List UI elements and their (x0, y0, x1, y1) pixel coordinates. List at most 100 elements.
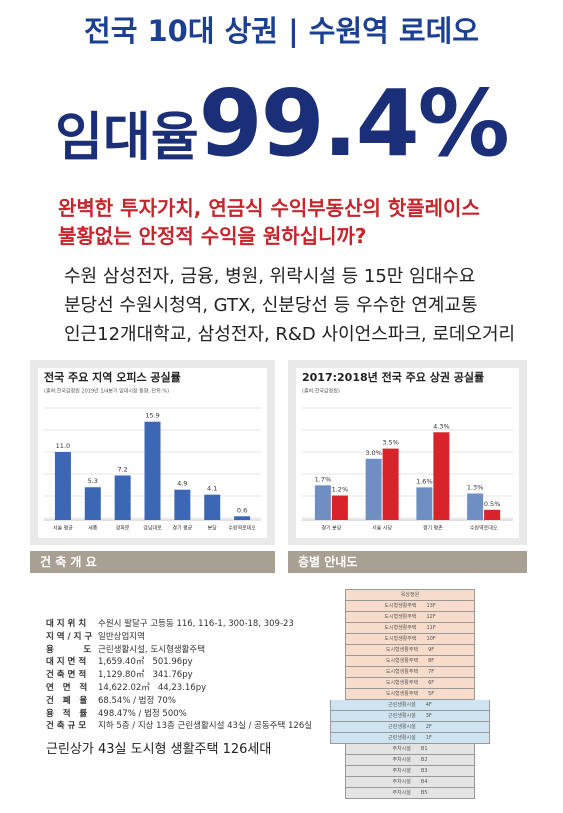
value-label: 1.7% (315, 475, 332, 483)
floor-use: 도시형생활주택 (384, 625, 417, 631)
spec-row: 연 면 적 14,622.02㎡ 44,23.16py (46, 682, 312, 695)
pitch-line: 수원 삼성전자, 금융, 병원, 위락시설 등 15만 임대수요 (64, 266, 476, 287)
spec-value: 498.47% / 법정 500% (98, 708, 187, 719)
floor-use: 주차시설 (392, 746, 411, 752)
bar (84, 487, 101, 520)
floor-row: 근린생활시설 2F (330, 722, 490, 733)
spec-label: 건 축 규 모 (46, 721, 87, 732)
floor-level: 4F (425, 702, 432, 708)
spec-value: 1,659.40㎡ 501.96py (98, 657, 193, 668)
x-tick-label: 경기 평촌 (423, 525, 443, 532)
value-label: 1.3% (467, 483, 484, 491)
floor-use: 주차시설 (392, 757, 411, 763)
spec-row: 용 적 률 498.47% / 법정 500% (46, 708, 312, 721)
floor-level: 8F (428, 658, 435, 664)
spec-label: 지 역 / 지 구 (46, 631, 93, 642)
floor-use: 도시형생활주택 (385, 647, 419, 653)
floor-use: 근린생활시설 (388, 713, 416, 719)
spec-row: 건 폐 율 68.54% / 법정 70% (46, 695, 312, 708)
floor-row: 주차시설 B4 (345, 777, 475, 788)
floor-row: 도시형생활주택 12F (345, 612, 475, 623)
floor-level: 3F (425, 713, 432, 719)
floor-row: 주차시설 B3 (345, 766, 475, 777)
x-tick-label: 분당 (208, 525, 218, 532)
floor-level: B1 (420, 746, 428, 752)
floor-top: 옥상정원 (345, 589, 475, 601)
floor-row: 도시형생활주택 5F (345, 689, 475, 700)
spec-row: 건 축 규 모 지하 5층 / 지상 13층 근린생활시설 43실 / 공동주택 … (46, 720, 312, 733)
floor-use: 주차시설 (392, 779, 411, 785)
value-label: 4.3% (433, 422, 450, 430)
x-tick-label: 광화문 (116, 525, 130, 532)
floor-use: 근린생활시설 (388, 724, 416, 730)
floor-level: B3 (420, 768, 428, 774)
floor-row: 근린생활시설 3F (330, 711, 490, 722)
floor-level: 7F (428, 669, 435, 675)
x-tick-label: 경기 평균 (172, 525, 192, 532)
bar (114, 475, 131, 520)
floor-level: 9F (428, 647, 435, 653)
bar (433, 432, 450, 520)
value-label: 3.5% (382, 439, 399, 447)
floor-row: 주차시설 B1 (345, 744, 475, 755)
bar (331, 495, 348, 520)
spec-row: 건 축 면 적 1,129.80㎡ 341.76py (46, 669, 312, 682)
floor-level: 12F (426, 614, 436, 620)
bar (54, 452, 71, 520)
floor-row: 도시형생활주택 10F (345, 634, 475, 645)
floor-row: 근린생활시설 4F (330, 700, 490, 711)
spec-label: 용 적 률 (46, 708, 88, 719)
floor-level: 5F (428, 691, 435, 697)
bar (174, 489, 191, 520)
section-header: 층별 안내도 (288, 551, 527, 573)
headline: 임대율99.4% (0, 70, 563, 177)
spec-label: 대 지 면 적 (46, 657, 87, 668)
floor-row: 주차시설 B5 (345, 788, 475, 799)
value-label: 15.9 (145, 412, 159, 420)
value-label: 11.0 (56, 442, 70, 450)
floor-use: 주차시설 (392, 790, 411, 796)
floor-level: 2F (425, 724, 432, 730)
value-label: 0.5% (484, 500, 501, 508)
chart-box: 전국 주요 지역 오피스 공실률 (출처:한국감정원 2019년 1/4분기 임대… (30, 360, 275, 545)
headline-label: 임대율 (55, 108, 199, 168)
bar (234, 516, 251, 520)
spec-label: 대 지 위 치 (46, 619, 87, 629)
spec-label: 용 도 (46, 644, 92, 655)
pitch-black: 수원 삼성전자, 금융, 병원, 위락시설 등 15만 임대수요 분당선 수원시청… (64, 262, 515, 349)
x-tick-label: 수원역로데오 (470, 525, 498, 532)
floor-use: 도시형생활주택 (385, 680, 419, 686)
chart-title: 전국 주요 지역 오피스 공실률 (44, 370, 181, 384)
pitch-line: 불황없는 안정적 수익을 원하십니까? (58, 224, 367, 248)
spec-value: 68.54% / 법정 70% (98, 695, 176, 706)
x-tick-label: 수원역로데오 (228, 525, 256, 532)
floor-row: 도시형생활주택 6F (345, 678, 475, 689)
floor-use: 도시형생활주택 (385, 691, 419, 697)
x-tick-label: 경기 분당 (321, 525, 341, 532)
bar (144, 421, 161, 520)
floor-use: 도시형생활주택 (384, 636, 417, 642)
chart-box: 2017:2018년 전국 주요 상권 공실률 (출처:한국감정원) 경기 분당 1.… (288, 360, 527, 545)
value-label: 1.6% (416, 477, 433, 485)
floor-use: 도시형생활주택 (385, 669, 419, 675)
floor-level: B4 (420, 779, 428, 785)
floor-level: B2 (420, 757, 428, 763)
value-label: 4.9 (177, 480, 187, 488)
x-tick-label: 강남대로 (143, 525, 162, 532)
floor-row: 근린생활시설 1F (330, 733, 490, 744)
floor-level: 6F (428, 680, 435, 686)
floor-level: 1F (425, 735, 432, 741)
floor-row: 도시형생활주택 7F (345, 667, 475, 678)
floor-use: 도시형생활주택 (384, 614, 417, 620)
floor-row: 도시형생활주택 8F (345, 656, 475, 667)
title: 전국 10대 상권 | 수원역 로데오 (84, 14, 479, 48)
section-header: 건 축 개 요 (30, 551, 275, 573)
value-label: 1.2% (332, 486, 349, 494)
chart-subtitle: (출처:한국감정원) (302, 388, 340, 395)
floor-use: 근린생활시설 (388, 702, 416, 708)
floor-use: 주차시설 (392, 768, 411, 774)
floor-row: 주차시설 B2 (345, 755, 475, 766)
bar (467, 493, 484, 520)
spec-value: 수원시 팔달구 고등동 116, 116-1, 300-18, 309-23 (98, 619, 294, 629)
